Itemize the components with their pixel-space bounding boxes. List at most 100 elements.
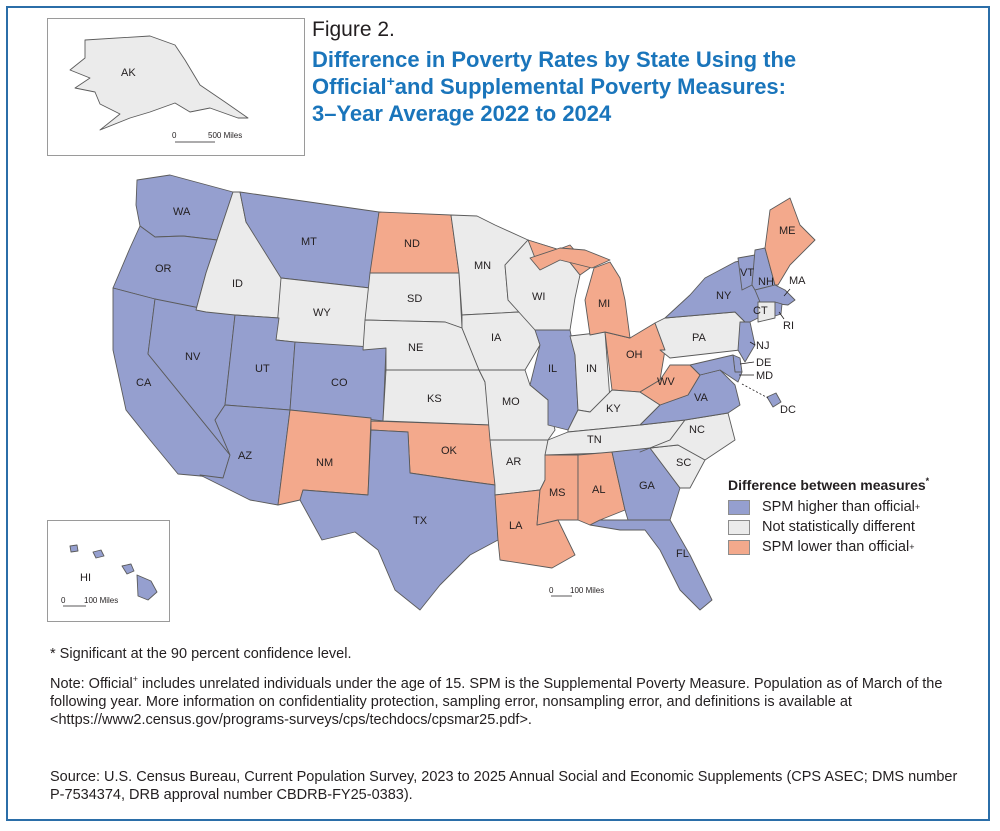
- label-NV: NV: [185, 351, 201, 363]
- label-IL: IL: [548, 363, 557, 375]
- label-CT: CT: [753, 305, 768, 317]
- state-HI-maui[interactable]: [121, 563, 135, 575]
- legend-item-higher: SPM higher than official +: [728, 497, 929, 517]
- conus-scale-label: 100 Miles: [570, 586, 604, 595]
- source-text: Source: U.S. Census Bureau, Current Popu…: [50, 769, 958, 803]
- state-HI-big[interactable]: [136, 574, 158, 601]
- state-CT[interactable]: [757, 301, 776, 323]
- label-ME: ME: [779, 225, 796, 237]
- legend-swatch-lower: [728, 539, 750, 555]
- label-ND: ND: [404, 238, 420, 250]
- alaska-scale-zero: 0: [172, 131, 177, 140]
- label-SD: SD: [407, 293, 422, 305]
- label-AZ: AZ: [238, 450, 252, 462]
- label-AL: AL: [592, 484, 605, 496]
- state-ME[interactable]: [764, 197, 816, 286]
- label-DE: DE: [756, 357, 771, 369]
- label-MI: MI: [598, 298, 610, 310]
- state-MD[interactable]: [689, 354, 743, 383]
- note-body: includes unrelated individuals under the…: [50, 676, 943, 728]
- state-NJ[interactable]: [737, 321, 756, 363]
- hawaii-inset: [47, 520, 170, 622]
- title-plus-mark: +: [386, 73, 395, 89]
- label-IA: IA: [491, 332, 502, 344]
- state-AK[interactable]: [69, 35, 249, 131]
- legend-item-lower: SPM lower than official +: [728, 537, 929, 557]
- label-VT: VT: [740, 267, 754, 279]
- title-supplemental: and Supplemental Poverty Measures:: [394, 74, 786, 99]
- state-MI-upper[interactable]: [529, 247, 611, 271]
- state-HI-kauai[interactable]: [69, 544, 79, 553]
- label-MA: MA: [789, 275, 806, 287]
- label-TX: TX: [413, 515, 428, 527]
- label-MN: MN: [474, 260, 491, 272]
- legend-title-text: Difference between measures: [728, 477, 926, 493]
- label-KY: KY: [606, 403, 621, 415]
- legend-label-higher: SPM higher than official: [762, 499, 915, 515]
- state-MI[interactable]: [527, 239, 591, 276]
- conus-scale-zero: 0: [549, 586, 554, 595]
- note-mark: +: [132, 674, 139, 684]
- label-MD: MD: [756, 370, 773, 382]
- state-MO[interactable]: [478, 369, 556, 441]
- note-lead: Note: Official: [50, 676, 133, 692]
- state-RI[interactable]: [774, 301, 783, 317]
- label-OK: OK: [441, 445, 458, 457]
- label-LA: LA: [509, 520, 523, 532]
- label-NM: NM: [316, 457, 333, 469]
- label-OH: OH: [626, 349, 643, 361]
- label-ID: ID: [232, 278, 243, 290]
- label-WI: WI: [532, 291, 545, 303]
- hawaii-scale-zero: 0: [61, 596, 66, 605]
- alaska-scale-bar: 0 500 Miles: [172, 131, 242, 143]
- label-WY: WY: [313, 307, 331, 319]
- legend-swatch-not-different: [728, 519, 750, 535]
- title-line-3: 3–Year Average 2022 to 2024: [312, 101, 612, 126]
- label-MO: MO: [502, 396, 520, 408]
- state-HI-oahu[interactable]: [92, 549, 105, 559]
- title-line-1: Difference in Poverty Rates by State Usi…: [312, 47, 797, 72]
- label-NE: NE: [408, 342, 423, 354]
- legend-title-mark: *: [925, 476, 930, 486]
- label-NC: NC: [689, 424, 705, 436]
- state-NC[interactable]: [639, 412, 736, 461]
- map-legend: Difference between measures* SPM higher …: [728, 477, 929, 557]
- us-state-map: WA OR CA NV ID MT WY UT CO AZ NM ND SD N…: [61, 35, 816, 611]
- hawaii-scale-bar: 0 100 Miles: [61, 596, 118, 607]
- legend-swatch-higher: [728, 499, 750, 515]
- label-CA: CA: [136, 377, 152, 389]
- label-WV: WV: [657, 376, 675, 388]
- alaska-scale-label: 500 Miles: [208, 131, 242, 140]
- label-FL: FL: [676, 548, 689, 560]
- state-DC[interactable]: [766, 392, 782, 408]
- label-AK: AK: [121, 67, 136, 79]
- label-TN: TN: [587, 434, 602, 446]
- label-IN: IN: [586, 363, 597, 375]
- label-UT: UT: [255, 363, 270, 375]
- note-text: Note: Official+ includes unrelated indiv…: [50, 675, 970, 729]
- legend-label-not-different: Not statistically different: [762, 519, 915, 535]
- label-KS: KS: [427, 393, 442, 405]
- hawaii-scale-label: 100 Miles: [84, 596, 118, 605]
- label-SC: SC: [676, 457, 691, 469]
- label-CO: CO: [331, 377, 348, 389]
- legend-label-lower: SPM lower than official: [762, 539, 910, 555]
- label-PA: PA: [692, 332, 707, 344]
- state-MI-lower[interactable]: [584, 261, 631, 339]
- leader-lines: [739, 288, 791, 399]
- state-TX[interactable]: [299, 429, 499, 611]
- label-MT: MT: [301, 236, 317, 248]
- label-DC: DC: [780, 404, 796, 416]
- label-NJ: NJ: [756, 340, 769, 352]
- conus-scale-bar: 0 100 Miles: [549, 586, 604, 597]
- figure-title: Difference in Poverty Rates by State Usi…: [312, 46, 912, 127]
- legend-title: Difference between measures*: [728, 476, 930, 494]
- label-HI: HI: [80, 572, 91, 584]
- label-MS: MS: [549, 487, 566, 499]
- label-VA: VA: [694, 392, 709, 404]
- label-GA: GA: [639, 480, 656, 492]
- figure-label: Figure 2.: [312, 18, 395, 41]
- state-FL[interactable]: [589, 519, 713, 611]
- significance-footnote: * Significant at the 90 percent confiden…: [50, 646, 352, 662]
- label-NH: NH: [758, 276, 774, 288]
